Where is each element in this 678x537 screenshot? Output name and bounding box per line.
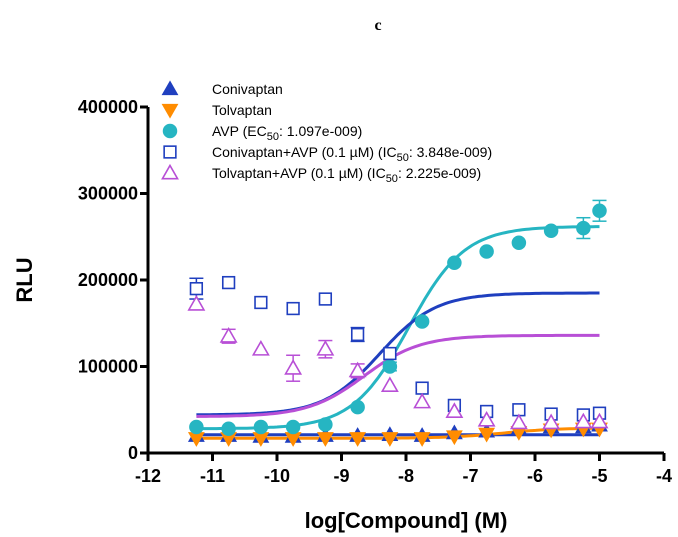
data-point xyxy=(316,432,334,447)
data-point xyxy=(318,417,333,432)
data-point xyxy=(543,223,559,238)
y-tick-label: 400000 xyxy=(78,97,138,117)
data-point xyxy=(511,235,527,251)
data-point xyxy=(349,432,367,447)
data-point xyxy=(414,314,430,329)
legend-marker xyxy=(161,103,179,119)
data-point xyxy=(381,432,399,447)
x-tick-label: -8 xyxy=(398,466,414,486)
data-point xyxy=(219,327,238,343)
x-tick-label: -5 xyxy=(591,466,607,486)
data-point xyxy=(350,327,365,342)
fit-curves xyxy=(196,225,600,440)
y-tick-label: 100000 xyxy=(78,357,138,377)
data-point xyxy=(284,359,303,375)
legend-marker xyxy=(161,163,179,180)
data-point xyxy=(479,244,494,259)
fit-curve xyxy=(196,333,600,418)
data-point xyxy=(447,255,462,270)
x-axis-title: log[Compound] (M) xyxy=(305,508,508,533)
y-axis-title: RLU xyxy=(12,257,37,302)
data-point xyxy=(316,340,335,356)
data-point xyxy=(413,392,432,409)
data-point xyxy=(477,410,496,427)
data-point xyxy=(251,340,270,356)
x-tick-label: -7 xyxy=(462,466,478,486)
data-point xyxy=(415,381,429,395)
data-point xyxy=(318,292,333,306)
data-point xyxy=(253,419,269,435)
data-point xyxy=(592,203,607,219)
data-point xyxy=(478,427,496,443)
data-point xyxy=(383,346,397,361)
data-point xyxy=(221,421,236,437)
y-tick-label: 300000 xyxy=(78,184,138,204)
data-point xyxy=(576,220,591,236)
data-point xyxy=(189,281,204,296)
data-point xyxy=(445,402,464,418)
x-tick-label: -10 xyxy=(264,466,290,486)
panel-label: c xyxy=(374,17,381,34)
data-point xyxy=(382,359,398,374)
data-point xyxy=(350,399,365,415)
legend-label: Conivaptan+AVP (0.1 µM) (IC50: 3.848e-00… xyxy=(212,144,492,164)
data-point xyxy=(574,412,593,429)
legend-marker xyxy=(163,145,177,159)
legend-label: Conivaptan xyxy=(212,81,283,97)
legend-label: Tolvaptan+AVP (0.1 µM) (IC50: 2.225e-009… xyxy=(212,165,481,185)
data-point xyxy=(221,275,236,290)
x-tick-label: -9 xyxy=(333,466,349,486)
x-tick-label: -12 xyxy=(135,466,161,486)
y-tick-label: 0 xyxy=(128,443,138,463)
x-tick-label: -11 xyxy=(200,466,225,486)
data-point xyxy=(348,361,367,378)
data-point xyxy=(542,413,561,430)
data-point xyxy=(590,412,609,429)
legend-marker xyxy=(162,123,178,139)
data-point xyxy=(285,419,301,435)
data-point xyxy=(509,413,528,430)
legend: Conivaptan Tolvaptan AVP (EC50: 1.097e-009… xyxy=(161,80,492,185)
x-tick-label: -6 xyxy=(527,466,543,486)
data-point xyxy=(189,419,204,435)
data-points xyxy=(187,199,609,447)
legend-marker xyxy=(161,80,179,96)
data-point xyxy=(413,432,431,447)
y-tick-label: 200000 xyxy=(78,270,138,290)
fit-curve xyxy=(196,225,600,431)
data-point xyxy=(380,376,399,393)
data-point xyxy=(445,430,463,446)
legend-label: AVP (EC50: 1.097e-009) xyxy=(212,123,362,143)
data-point xyxy=(254,295,268,310)
x-tick-label: -4 xyxy=(656,466,672,486)
data-point xyxy=(286,301,300,316)
axes: 0 100000 200000 300000 400000 -12 -11 -10 -9 -8 -7… xyxy=(78,97,672,486)
data-point xyxy=(187,295,206,311)
legend-label: Tolvaptan xyxy=(212,102,272,118)
